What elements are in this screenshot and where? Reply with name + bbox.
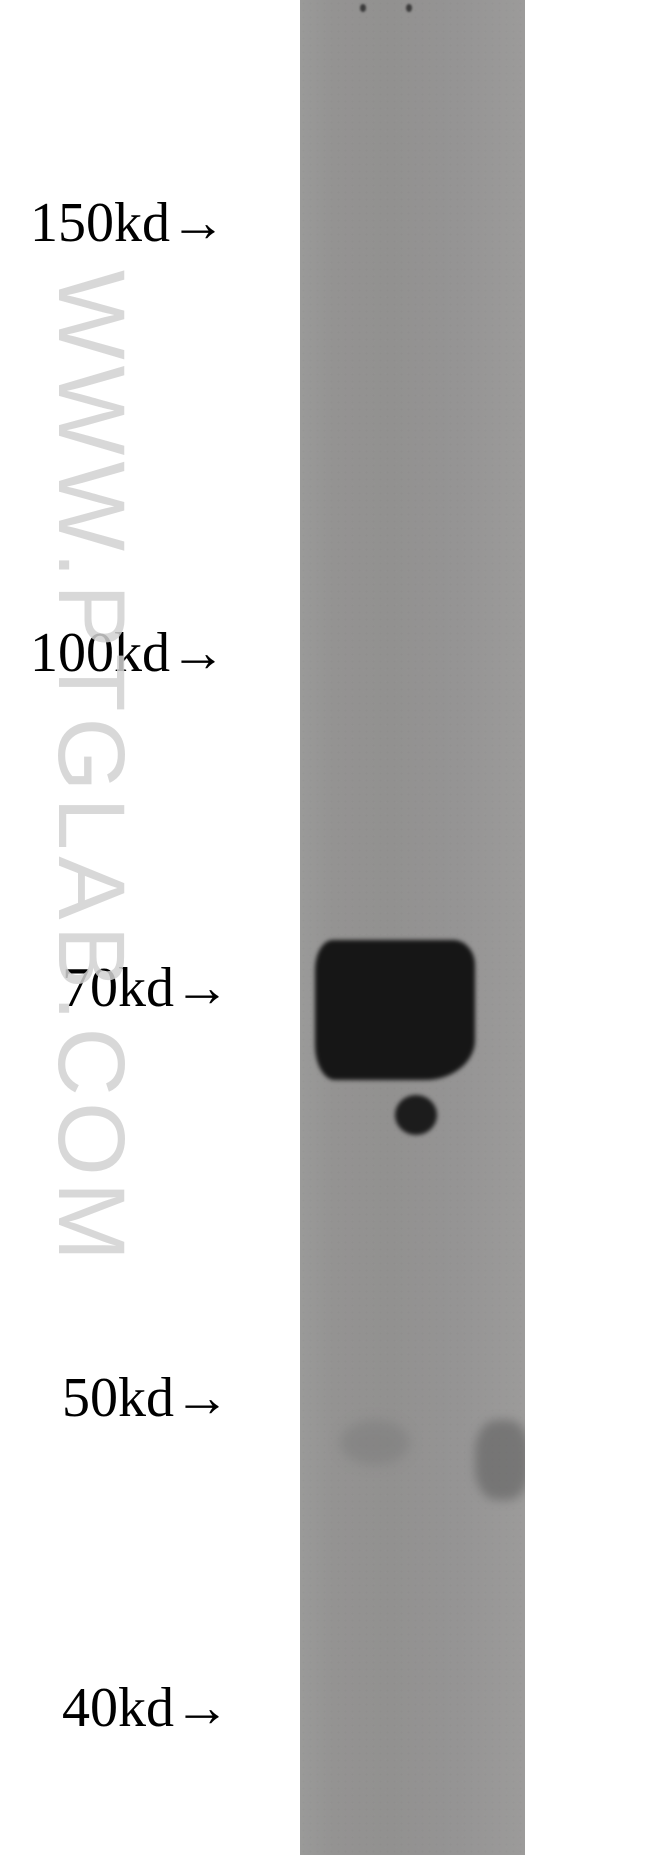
mw-marker-100kd: 100kd→ (30, 625, 226, 681)
faint-smudge-50kd-left (340, 1420, 410, 1465)
mw-marker-150kd: 150kd→ (30, 195, 226, 251)
well-mark (360, 4, 366, 12)
watermark-text: WWW.PTGLAB.COM (36, 270, 145, 1267)
protein-band-main-70kd (315, 940, 475, 1080)
well-mark (406, 4, 412, 12)
faint-smudge-50kd-right (475, 1420, 525, 1500)
mw-marker-50kd: 50kd→ (62, 1370, 230, 1426)
lane-noise-texture (300, 0, 525, 1855)
protein-band-minor (395, 1095, 437, 1135)
mw-marker-40kd: 40kd→ (62, 1680, 230, 1736)
left-whitespace (0, 0, 30, 1855)
right-whitespace (525, 0, 650, 1855)
mw-marker-70kd: 70kd→ (62, 960, 230, 1016)
well-marks (360, 4, 412, 12)
western-blot-lane (300, 0, 525, 1855)
